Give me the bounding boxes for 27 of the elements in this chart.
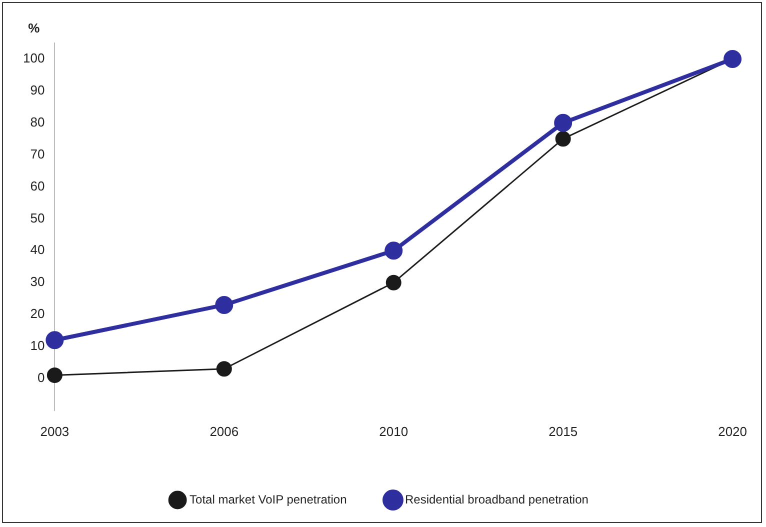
y-tick-label: 50 xyxy=(30,210,45,226)
y-tick-label: 80 xyxy=(30,114,45,130)
x-tick-label: 2010 xyxy=(379,424,408,439)
legend-label: Total market VoIP penetration xyxy=(190,492,347,506)
point xyxy=(216,361,232,377)
x-tick-label: 2020 xyxy=(718,424,747,439)
point xyxy=(386,274,402,290)
y-tick-label: 30 xyxy=(30,274,45,290)
y-tick-label: 0 xyxy=(37,370,45,386)
y-tick-label: 10 xyxy=(30,338,45,354)
y-tick-label: 70 xyxy=(30,146,45,162)
y-tick-label: 60 xyxy=(30,178,45,194)
point xyxy=(46,368,62,384)
x-tick-label: 2006 xyxy=(210,424,239,439)
legend-label: Residential broadband penetration xyxy=(404,492,588,506)
point xyxy=(384,242,403,260)
x-tick-label: 2015 xyxy=(548,424,578,439)
y-tick-label: 40 xyxy=(30,242,45,258)
point xyxy=(215,296,234,314)
point xyxy=(555,131,571,147)
x-tick-label: 2003 xyxy=(40,424,70,439)
point xyxy=(554,114,572,132)
y-tick-label: 20 xyxy=(30,306,45,322)
y-tick-label: 90 xyxy=(30,82,45,98)
y-tick-label: 100 xyxy=(22,50,45,66)
y-axis-title: % xyxy=(28,20,40,36)
point xyxy=(46,331,64,350)
